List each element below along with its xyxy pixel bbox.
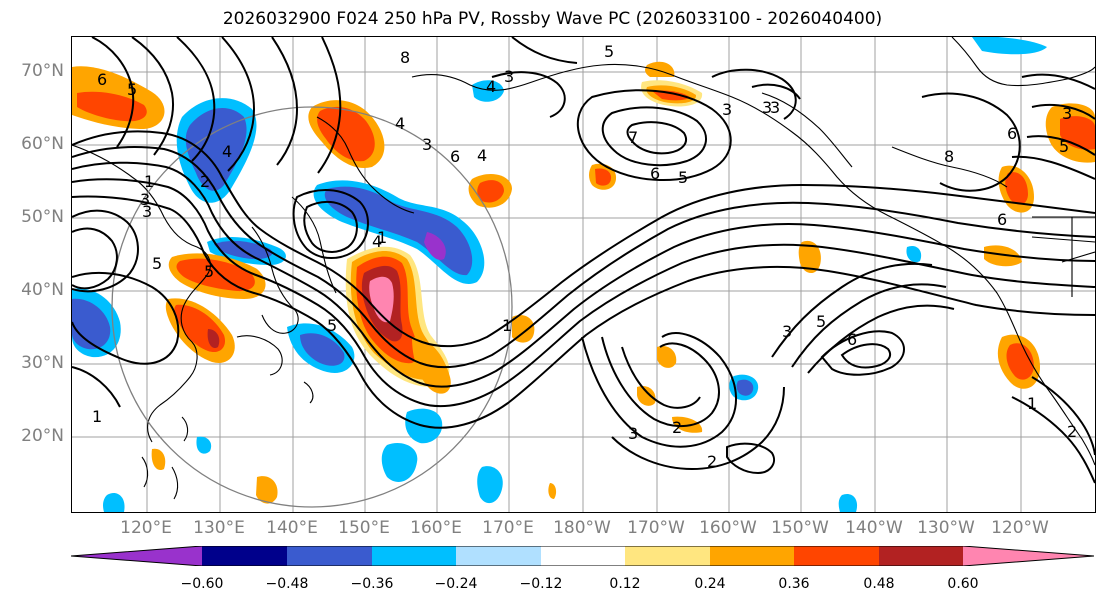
contour-label: 6 <box>997 210 1007 229</box>
contour-label: 6 <box>650 164 660 183</box>
colorbar-segment <box>541 546 625 566</box>
lon-label-150e: 150°E <box>338 518 390 538</box>
lat-label-70n: 70°N <box>21 61 64 81</box>
contour-label: 3 <box>504 67 514 86</box>
contour-label: 1 <box>1027 394 1037 413</box>
colorbar-tick-label: 0.48 <box>863 576 895 592</box>
contour-label: 4 <box>486 77 496 96</box>
lon-label-140e: 140°E <box>266 518 318 538</box>
contour-label: 5 <box>327 316 337 335</box>
contour-label: 6 <box>97 70 107 89</box>
lon-label-160e: 160°E <box>410 518 462 538</box>
colorbar-tick-label: −0.12 <box>519 576 563 592</box>
lon-label-150w: 150°W <box>771 518 829 538</box>
contour-label: 3 <box>782 322 792 341</box>
contour-label: 5 <box>1059 137 1069 156</box>
colorbar-tick-label: −0.24 <box>434 576 478 592</box>
contour-label: 2 <box>707 452 717 471</box>
region-circle <box>111 106 513 508</box>
contour-label: 5 <box>127 80 137 99</box>
contour-label: 8 <box>944 147 954 166</box>
colorbar-tick-label: 0.36 <box>778 576 810 592</box>
lon-label-120w: 120°W <box>991 518 1049 538</box>
contour-label: 5 <box>816 312 826 331</box>
lon-label-170w: 170°W <box>627 518 685 538</box>
contour-label: 5 <box>604 42 614 61</box>
contour-label: 1 <box>377 228 387 247</box>
contour-label: 3 <box>142 202 152 221</box>
colorbar-tick-label: −0.36 <box>350 576 394 592</box>
contour-label: 4 <box>395 114 405 133</box>
colorbar-segment <box>625 546 710 566</box>
colorbar-tick-label: −0.60 <box>180 576 224 592</box>
colorbar-segment <box>202 546 287 566</box>
contour-label: 2 <box>1067 422 1077 441</box>
contour-label: 3 <box>770 98 780 117</box>
contour-label: 3 <box>140 190 150 209</box>
contour-label: 1 <box>502 316 512 335</box>
lat-label-40n: 40°N <box>21 280 64 300</box>
lon-label-180w: 180°W <box>553 518 611 538</box>
contour-label: 3 <box>722 100 732 119</box>
colorbar-segment <box>710 546 794 566</box>
map-svg: 6 5 4 3 2 1 5 8 4 3 6 5 3 7 6 5 3 4 3 3 … <box>72 37 1095 512</box>
contour-label: 8 <box>400 48 410 67</box>
contour-label: 3 <box>628 424 638 443</box>
colorbar-segment <box>372 546 456 566</box>
colorbar-tick-label: 0.12 <box>609 576 641 592</box>
lon-label-160w: 160°W <box>699 518 757 538</box>
contour-label: 7 <box>628 128 638 147</box>
lat-label-30n: 30°N <box>21 353 64 373</box>
contour-label-group: 6 5 4 3 2 1 5 8 4 3 6 5 3 7 6 5 3 4 3 3 … <box>92 42 1077 471</box>
contour-label: 2 <box>200 172 210 191</box>
contour-label: 3 <box>422 135 432 154</box>
colorbar-segment <box>794 546 879 566</box>
contour-label: 3 <box>762 98 772 117</box>
contour-label: 6 <box>847 330 857 349</box>
colorbar-tick-label: 0.60 <box>947 576 979 592</box>
colorbar-tick-label: −0.48 <box>265 576 309 592</box>
contour-label: 1 <box>92 407 102 426</box>
lon-label-170e: 170°E <box>482 518 534 538</box>
lon-label-120e: 120°E <box>120 518 172 538</box>
contour-label: 5 <box>204 262 214 281</box>
lat-label-50n: 50°N <box>21 207 64 227</box>
colorbar-tick-label: 0.24 <box>694 576 726 592</box>
chart-title: 2026032900 F024 250 hPa PV, Rossby Wave … <box>222 9 883 29</box>
lon-label-130w: 130°W <box>917 518 975 538</box>
coastlines <box>72 37 1095 500</box>
contour-label: 6 <box>1007 124 1017 143</box>
colorbar <box>71 546 1094 566</box>
map-panel: 6 5 4 3 2 1 5 8 4 3 6 5 3 7 6 5 3 4 3 3 … <box>71 36 1096 513</box>
lon-label-140w: 140°W <box>845 518 903 538</box>
lon-label-130e: 130°E <box>193 518 245 538</box>
contour-label: 5 <box>152 254 162 273</box>
pv-contours <box>72 37 1095 484</box>
contour-label: 3 <box>1062 104 1072 123</box>
colorbar-extend-max <box>963 546 1094 566</box>
colorbar-segment <box>287 546 372 566</box>
contour-label: 4 <box>372 232 382 251</box>
lat-label-20n: 20°N <box>21 426 64 446</box>
contour-label: 5 <box>678 168 688 187</box>
contour-label: 1 <box>144 172 154 191</box>
lat-label-60n: 60°N <box>21 134 64 154</box>
colorbar-segment <box>879 546 963 566</box>
contour-label: 6 <box>450 147 460 166</box>
contour-label: 4 <box>477 146 487 165</box>
colorbar-extend-min <box>71 546 202 566</box>
colorbar-segment <box>456 546 541 566</box>
contour-label: 2 <box>672 418 682 437</box>
contour-label: 4 <box>222 142 232 161</box>
